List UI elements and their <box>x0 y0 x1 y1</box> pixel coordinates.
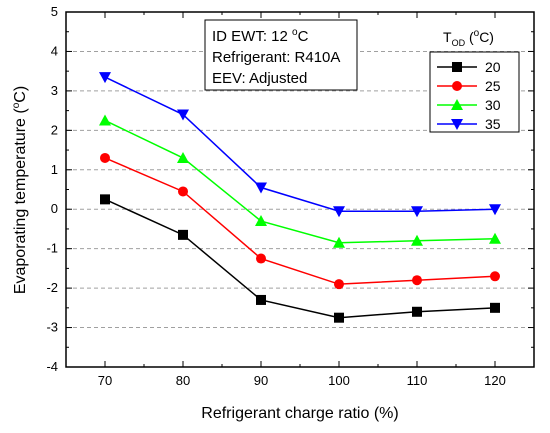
data-point-35 <box>99 72 111 84</box>
legend-title-sup: o <box>474 28 480 39</box>
data-point-35 <box>177 109 189 121</box>
legend-title-mid: ( <box>465 29 474 45</box>
series-30 <box>99 114 501 248</box>
annotation-frame <box>204 19 358 91</box>
y-tick-label: 4 <box>51 43 58 58</box>
legend-marker <box>451 119 463 130</box>
data-point-30 <box>255 215 267 227</box>
x-tick-label: 120 <box>484 373 506 388</box>
data-point-30 <box>333 236 345 248</box>
annotation-line-2: Refrigerant: R410A <box>212 49 340 66</box>
y-axis-title: Evaporating temperature (oC) <box>11 86 29 294</box>
annotation-line-1-post: C <box>298 28 309 45</box>
data-point-20 <box>412 306 422 317</box>
annotation-line-1: ID EWT: 12 oC <box>212 27 309 45</box>
x-axis-title: Refrigerant charge ratio (%) <box>201 405 398 422</box>
y-tick-label: -3 <box>46 320 58 335</box>
legend-label: 30 <box>485 97 501 113</box>
series-line-20 <box>104 198 496 319</box>
data-point-35 <box>333 206 345 218</box>
y-tick-label: 5 <box>51 4 58 19</box>
data-point-25 <box>256 253 266 264</box>
data-point-25 <box>334 279 344 290</box>
data-point-35 <box>489 204 501 216</box>
data-point-25 <box>490 271 500 282</box>
legend-marker <box>452 62 462 72</box>
x-tick-label: 80 <box>176 373 190 388</box>
legend-entry-30: 30 <box>437 97 501 113</box>
y-tick-label: 1 <box>51 162 58 177</box>
data-point-25 <box>412 275 422 286</box>
x-tick-label: 100 <box>328 373 350 388</box>
legend-label: 25 <box>485 78 501 94</box>
annotation-line-1-pre: ID EWT: 12 <box>212 28 292 45</box>
annotation-box: ID EWT: 12 oC Refrigerant: R410A EEV: Ad… <box>204 19 358 91</box>
data-point-25 <box>178 186 188 197</box>
x-tick-label: 90 <box>254 373 268 388</box>
series-35 <box>99 72 501 218</box>
legend-title: TOD (oC) <box>443 28 494 48</box>
legend-label: 20 <box>485 59 501 75</box>
y-tick-label: -1 <box>46 241 58 256</box>
series-layer <box>99 72 501 323</box>
annotation-line-3: EEV: Adjusted <box>212 70 307 87</box>
x-tick-label: 70 <box>98 373 112 388</box>
y-tick-label: -4 <box>46 359 58 374</box>
legend-entry-35: 35 <box>437 116 501 132</box>
series-20 <box>100 194 500 323</box>
series-line-35 <box>104 76 496 212</box>
data-point-20 <box>256 294 266 305</box>
data-point-30 <box>177 151 189 163</box>
annotation-line-1-sup: o <box>292 27 298 38</box>
series-25 <box>100 152 500 290</box>
legend-title-main: T <box>443 29 452 45</box>
data-point-30 <box>411 234 423 246</box>
data-point-35 <box>411 206 423 218</box>
data-point-30 <box>489 232 501 244</box>
legend-label: 35 <box>485 116 501 132</box>
data-point-20 <box>490 302 500 313</box>
legend: TOD (oC) 20 25 30 35 <box>429 28 520 133</box>
legend-title-sub: OD <box>452 38 466 48</box>
y-tick-label: -2 <box>46 280 58 295</box>
data-point-20 <box>178 229 188 240</box>
legend-title-end: C) <box>479 29 494 45</box>
legend-entry-20: 20 <box>437 59 501 75</box>
axis-ticks: -4 -3 -2 -1 0 1 2 3 4 5 70 80 90 100 110 120 <box>46 4 535 388</box>
y-axis-title-sup: o <box>11 102 22 108</box>
y-tick-label: 0 <box>51 201 58 216</box>
y-axis-title-main: Evaporating temperature ( <box>12 108 29 295</box>
data-point-35 <box>255 182 267 194</box>
data-point-20 <box>334 312 344 323</box>
y-tick-label: 3 <box>51 83 58 98</box>
y-axis-title-end: C) <box>12 86 29 103</box>
legend-entries: 20 25 30 35 <box>437 59 501 132</box>
legend-entry-25: 25 <box>437 78 501 94</box>
legend-marker <box>452 81 462 91</box>
data-point-25 <box>100 152 110 163</box>
y-tick-label: 2 <box>51 122 58 137</box>
x-tick-label: 110 <box>407 373 428 388</box>
series-line-30 <box>104 119 496 244</box>
legend-frame <box>429 51 520 133</box>
data-point-30 <box>99 114 111 126</box>
data-point-20 <box>100 194 110 205</box>
series-line-25 <box>104 157 496 285</box>
legend-marker <box>451 99 463 110</box>
